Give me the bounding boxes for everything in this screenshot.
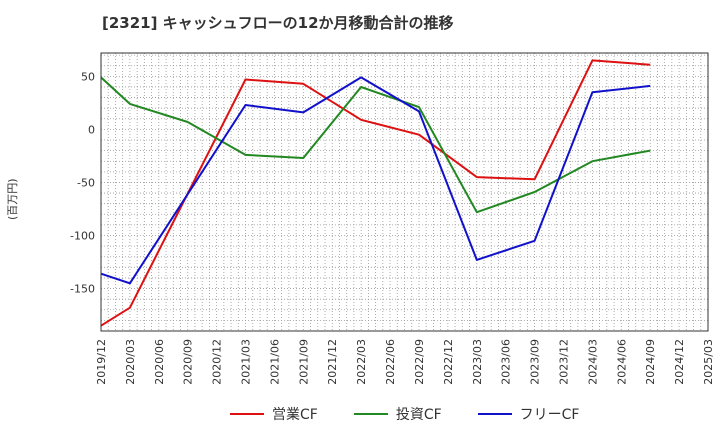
legend-swatch (353, 413, 388, 415)
legend-item-0: 営業CF (230, 404, 318, 424)
y-tick-label: 0 (88, 123, 95, 136)
x-tick-label: 2022/09 (413, 339, 426, 385)
x-tick-label: 2020/06 (153, 339, 166, 385)
x-tick-label: 2021/12 (326, 339, 339, 385)
grid (101, 53, 708, 331)
y-tick-labels: 50 0 -50 -100 -150 (70, 70, 95, 295)
x-tick-label: 2021/06 (268, 339, 281, 385)
x-tick-label: 2020/12 (211, 339, 224, 385)
x-tick-label: 2024/09 (644, 339, 657, 385)
x-tick-label: 2022/03 (355, 339, 368, 385)
legend-item-2: フリーCF (477, 404, 580, 424)
y-tick-label: -150 (70, 283, 95, 296)
x-tick-label: 2023/03 (471, 339, 484, 385)
series-lines (100, 59, 651, 327)
legend-label: 営業CF (272, 407, 318, 423)
x-tick-label: 2023/06 (500, 339, 513, 385)
legend-swatch (230, 413, 264, 415)
x-tick-label: 2024/12 (673, 339, 686, 385)
x-tick-label: 2024/03 (586, 339, 599, 385)
y-tick-label: -50 (77, 176, 95, 189)
series-line-1 (100, 76, 651, 214)
x-tick-label: 2022/12 (442, 339, 455, 385)
x-tick-label: 2023/12 (557, 339, 570, 385)
x-tick-label: 2021/09 (297, 339, 310, 385)
legend-label: フリーCF (519, 407, 580, 423)
x-tick-label: 2025/03 (702, 339, 715, 385)
legend-item-1: 投資CF (353, 404, 442, 424)
x-tick-label: 2023/09 (529, 339, 542, 385)
x-tick-label: 2020/09 (182, 339, 195, 385)
series-line-0 (100, 59, 651, 327)
x-tick-label: 2021/03 (240, 339, 253, 385)
series-line-2 (100, 76, 651, 285)
legend-label: 投資CF (395, 407, 442, 423)
legend: 営業CF 投資CF フリーCF (230, 403, 615, 425)
x-tick-label: 2020/03 (124, 339, 137, 385)
x-tick-label: 2022/06 (384, 339, 397, 385)
x-tick-label: 2024/06 (615, 339, 628, 385)
y-tick-label: -100 (70, 230, 95, 243)
plot-frame (100, 52, 709, 332)
x-tick-label: 2019/12 (95, 339, 108, 385)
line-chart: 50 0 -50 -100 -150 2019/12 2020/03 2020/06 2020… (70, 52, 715, 385)
legend-swatch (477, 413, 512, 415)
x-tick-labels: 2019/12 2020/03 2020/06 2020/09 2020/12 2021/… (95, 339, 715, 385)
chart-title: [2321] キャッシュフローの12か月移動合計の推移 (102, 14, 454, 32)
y-tick-label: 50 (81, 70, 95, 83)
